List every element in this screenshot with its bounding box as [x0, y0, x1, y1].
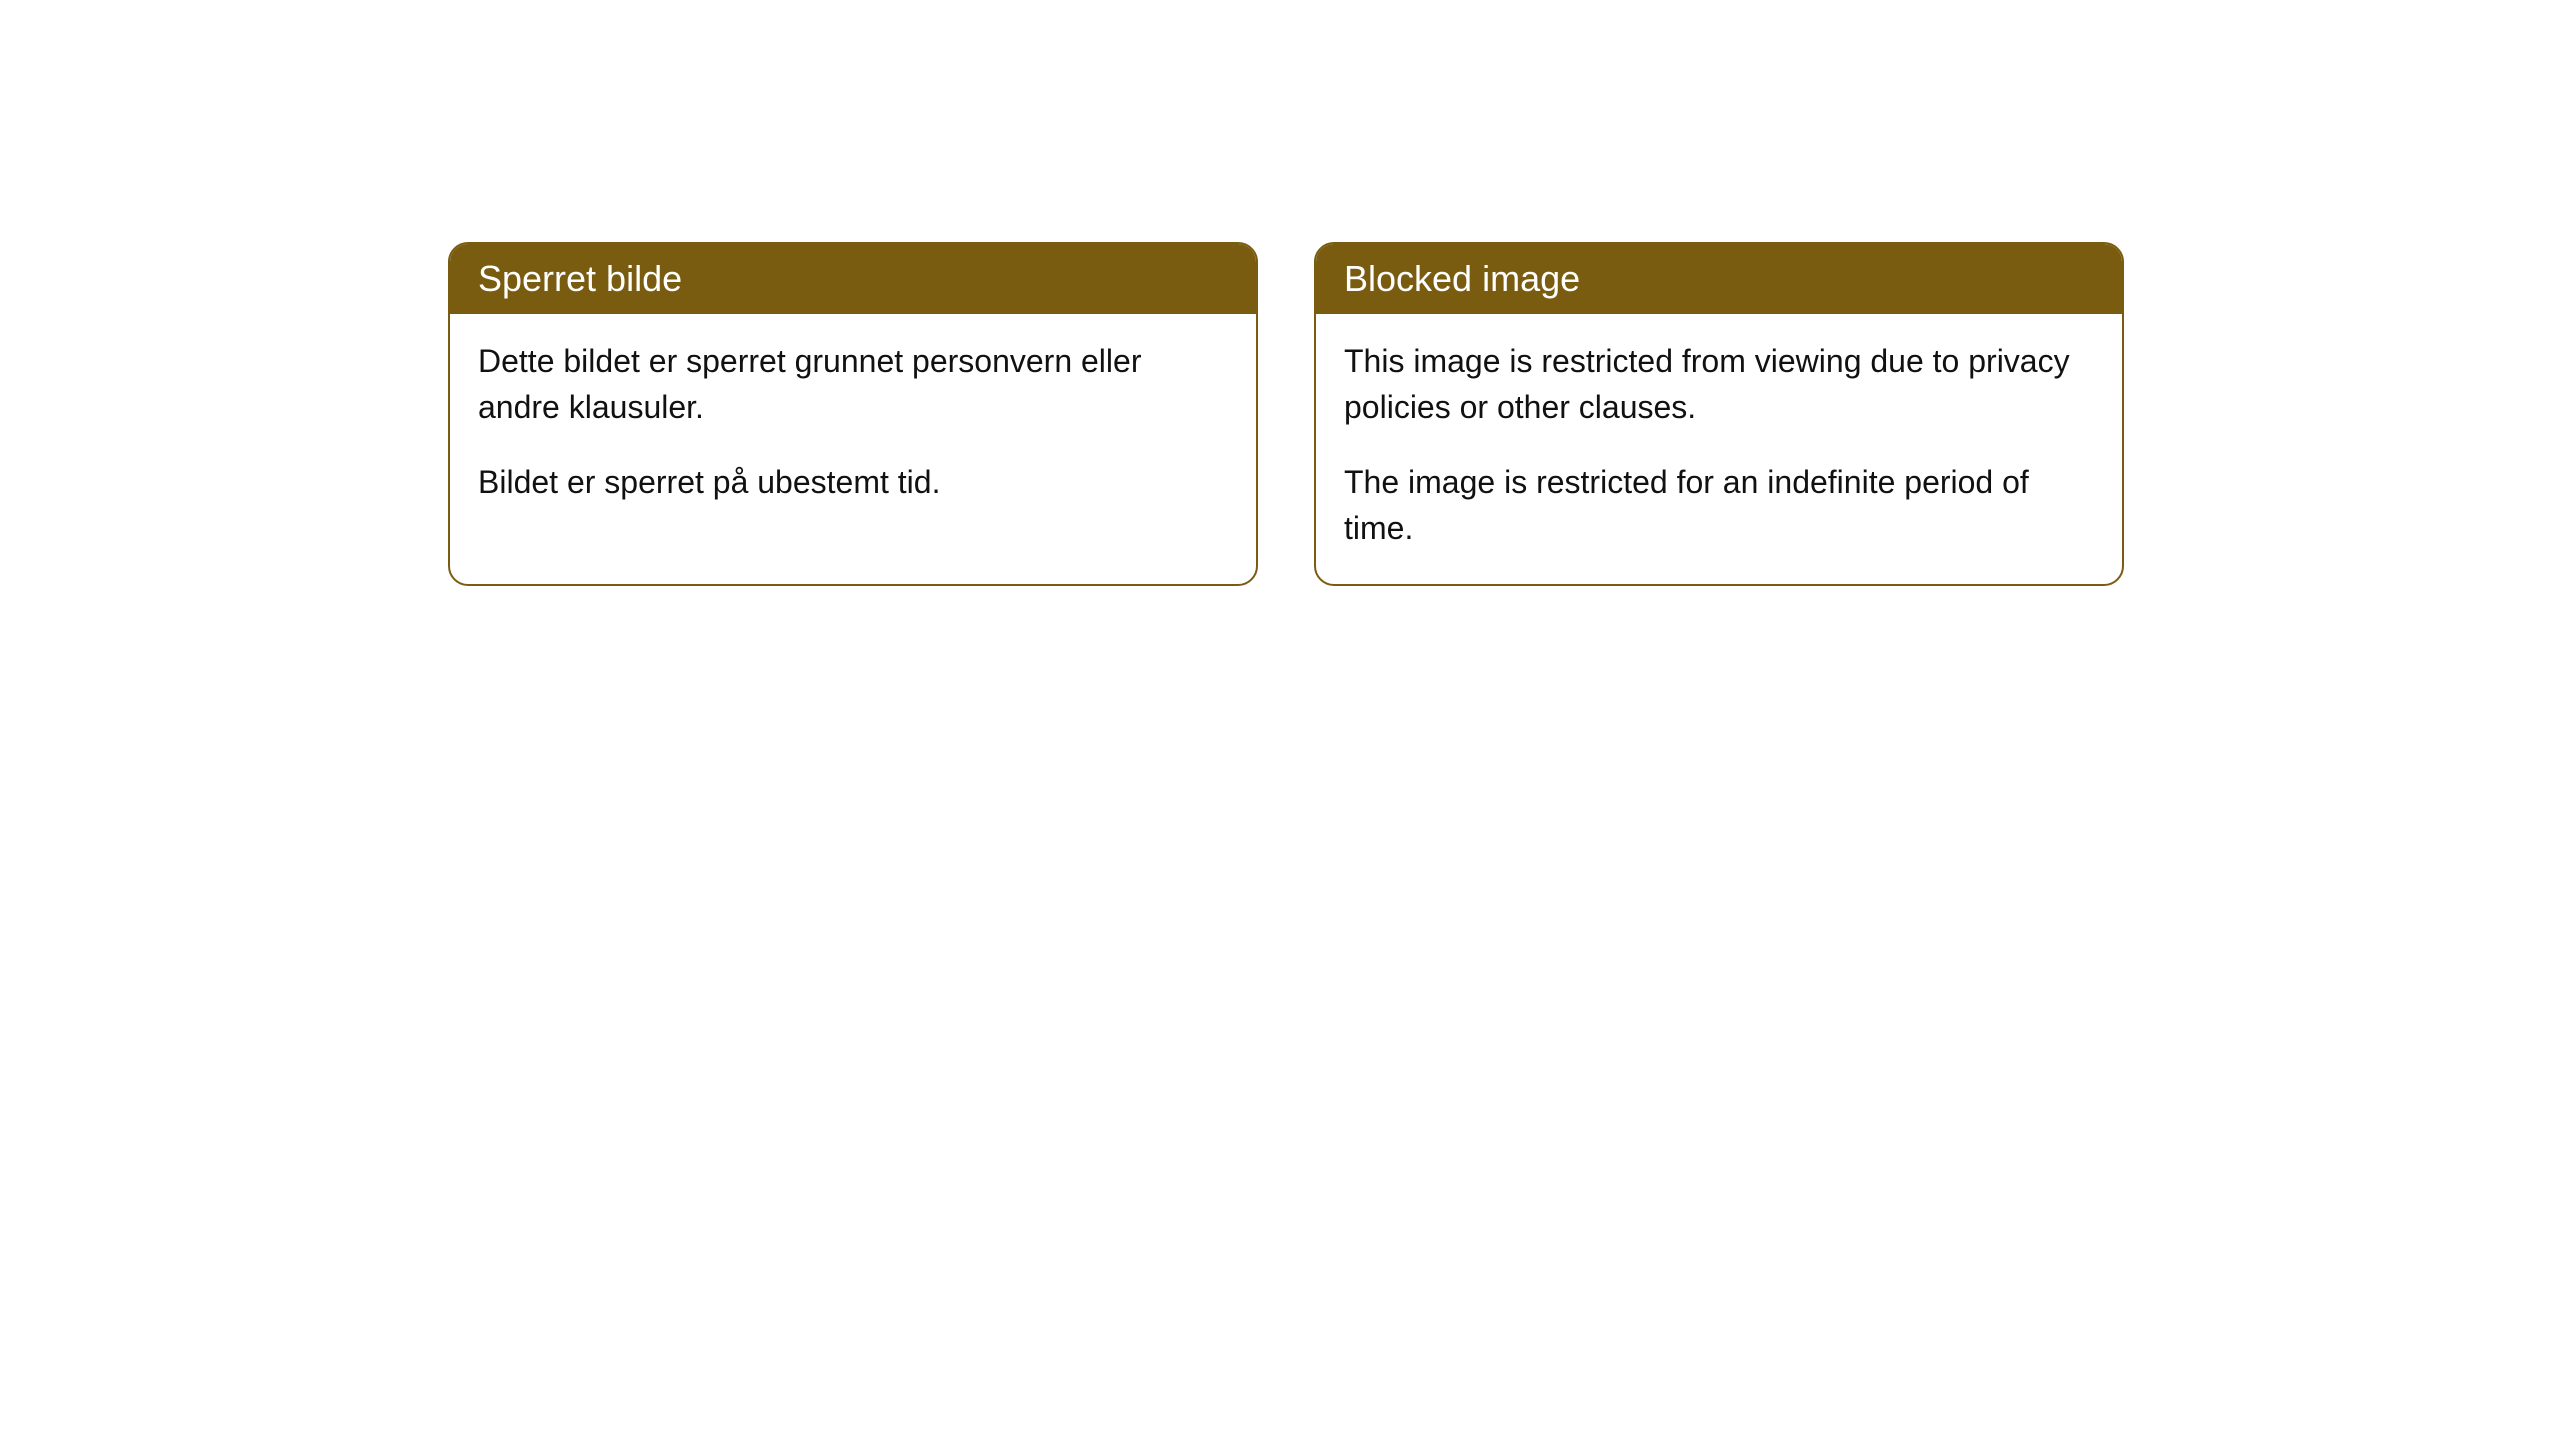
card-paragraph: The image is restricted for an indefinit… [1344, 459, 2094, 552]
card-title: Sperret bilde [478, 258, 682, 299]
card-title: Blocked image [1344, 258, 1580, 299]
card-header: Sperret bilde [450, 244, 1256, 314]
card-body: Dette bildet er sperret grunnet personve… [450, 314, 1256, 537]
blocked-image-card-no: Sperret bilde Dette bildet er sperret gr… [448, 242, 1258, 586]
cards-container: Sperret bilde Dette bildet er sperret gr… [448, 242, 2124, 586]
card-body: This image is restricted from viewing du… [1316, 314, 2122, 584]
card-paragraph: This image is restricted from viewing du… [1344, 338, 2094, 431]
card-paragraph: Bildet er sperret på ubestemt tid. [478, 459, 1228, 505]
card-paragraph: Dette bildet er sperret grunnet personve… [478, 338, 1228, 431]
card-header: Blocked image [1316, 244, 2122, 314]
blocked-image-card-en: Blocked image This image is restricted f… [1314, 242, 2124, 586]
